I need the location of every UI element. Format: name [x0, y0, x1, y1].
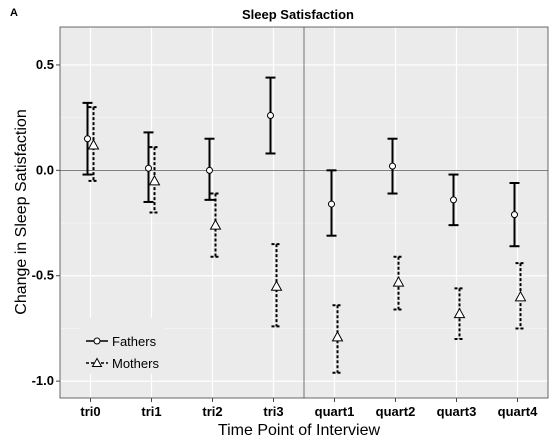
fathers-point — [511, 211, 518, 219]
mothers-point — [453, 307, 466, 319]
fathers-point — [267, 112, 274, 120]
mothers-point — [331, 330, 344, 342]
mothers-point — [209, 219, 222, 230]
y-tick-label: 0.0 — [36, 162, 54, 177]
data-points — [84, 112, 527, 342]
mothers-point — [392, 276, 405, 287]
chart-title: Sleep Satisfaction — [242, 7, 354, 22]
fathers-point — [450, 196, 457, 204]
legend: Fathers Mothers — [80, 318, 164, 374]
legend-fathers-marker — [93, 337, 101, 345]
mothers-point — [270, 280, 283, 291]
x-tick-label: tri0 — [80, 404, 100, 419]
y-tick-label: -1.0 — [32, 373, 54, 388]
x-tick-label: tri1 — [141, 404, 161, 419]
x-axis: tri0 tri1 tri2 tri3 quart1 quart2 quart3 quart4 — [80, 398, 538, 419]
mothers-errorbar — [332, 304, 343, 374]
grid — [60, 27, 548, 398]
legend-mothers-marker — [91, 357, 103, 367]
fathers-point — [206, 166, 213, 174]
x-tick-label: tri3 — [263, 404, 283, 419]
y-axis-title: Change in Sleep Satisfaction — [13, 109, 30, 314]
y-tick-label: -0.5 — [32, 268, 54, 283]
reference-lines — [60, 27, 548, 398]
x-tick-label: quart1 — [315, 404, 355, 419]
x-tick-label: quart4 — [498, 404, 539, 419]
fathers-point — [145, 164, 152, 172]
x-tick-label: quart2 — [376, 404, 416, 419]
mothers-point — [514, 290, 527, 302]
plot-border — [59, 26, 549, 399]
legend-mothers-label: Mothers — [112, 356, 159, 371]
y-axis: 0.5 0.0 -0.5 -1.0 — [32, 57, 60, 388]
fathers-point — [389, 162, 396, 170]
x-tick-label: quart3 — [437, 404, 477, 419]
mothers-point — [87, 139, 100, 150]
panel-letter: A — [10, 7, 18, 19]
y-tick-label: 0.5 — [36, 57, 54, 72]
x-axis-title: Time Point of Interview — [218, 422, 381, 439]
fathers-point — [328, 200, 335, 208]
mothers-point — [148, 174, 161, 186]
x-tick-label: tri2 — [202, 404, 222, 419]
legend-fathers-label: Fathers — [112, 334, 157, 349]
fathers-point — [84, 135, 91, 143]
